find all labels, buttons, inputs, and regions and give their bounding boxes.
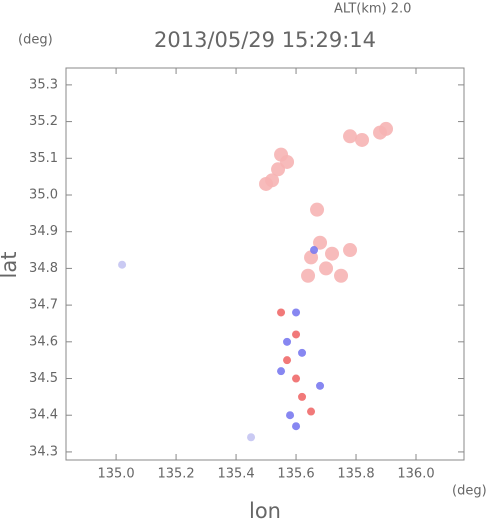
echo-point [259,176,274,191]
echo-point [292,374,301,383]
x-axis-label: lon [249,499,281,521]
y-tick-label: 35.2 [29,114,58,129]
echo-point [325,246,340,261]
echo-point [277,308,286,317]
echo-point [298,392,307,401]
y-tick-label: 34.7 [29,298,58,313]
x-tick-label: 135.0 [97,467,134,482]
echo-point [319,261,334,276]
x-tick-label: 135.6 [277,467,314,482]
y-unit: (deg) [18,33,53,48]
echo-point [334,268,349,283]
echo-point [283,356,292,365]
echo-point [247,433,256,442]
x-tick-label: 135.4 [217,467,254,482]
y-tick-label: 35.0 [29,187,58,202]
altitude-label: ALT(km) 2.0 [334,2,411,17]
y-axis-label: lat [0,252,21,279]
echo-point [277,367,286,376]
y-tick-label: 35.3 [29,77,58,92]
echo-point [355,132,370,147]
echo-point [310,246,319,255]
x-tick-label: 135.2 [157,467,194,482]
echo-point [313,235,328,250]
echo-point [118,260,127,269]
echo-point [292,308,301,317]
x-tick-label: 135.8 [337,467,374,482]
y-tick-label: 34.6 [29,334,58,349]
y-tick-label: 34.9 [29,224,58,239]
echo-point [283,337,292,346]
x-tick-label: 136.0 [397,467,434,482]
echo-point [307,407,316,416]
echo-point [292,330,301,339]
echo-point [286,411,295,420]
echo-point [310,202,325,217]
y-tick-label: 34.8 [29,261,58,276]
chart-title: 2013/05/29 15:29:14 [154,28,376,52]
echo-point [316,381,325,390]
y-tick-label: 34.5 [29,371,58,386]
echo-point [301,268,316,283]
echo-point [373,125,388,140]
y-tick-label: 34.4 [29,408,58,423]
echo-point [292,422,301,431]
echo-point [298,348,307,357]
echo-point [280,154,295,169]
y-tick-label: 34.3 [29,444,58,459]
echo-point [343,129,358,144]
plot-frame [65,67,465,461]
y-tick-label: 35.1 [29,151,58,166]
x-unit: (deg) [452,484,487,499]
echo-point [343,243,358,258]
